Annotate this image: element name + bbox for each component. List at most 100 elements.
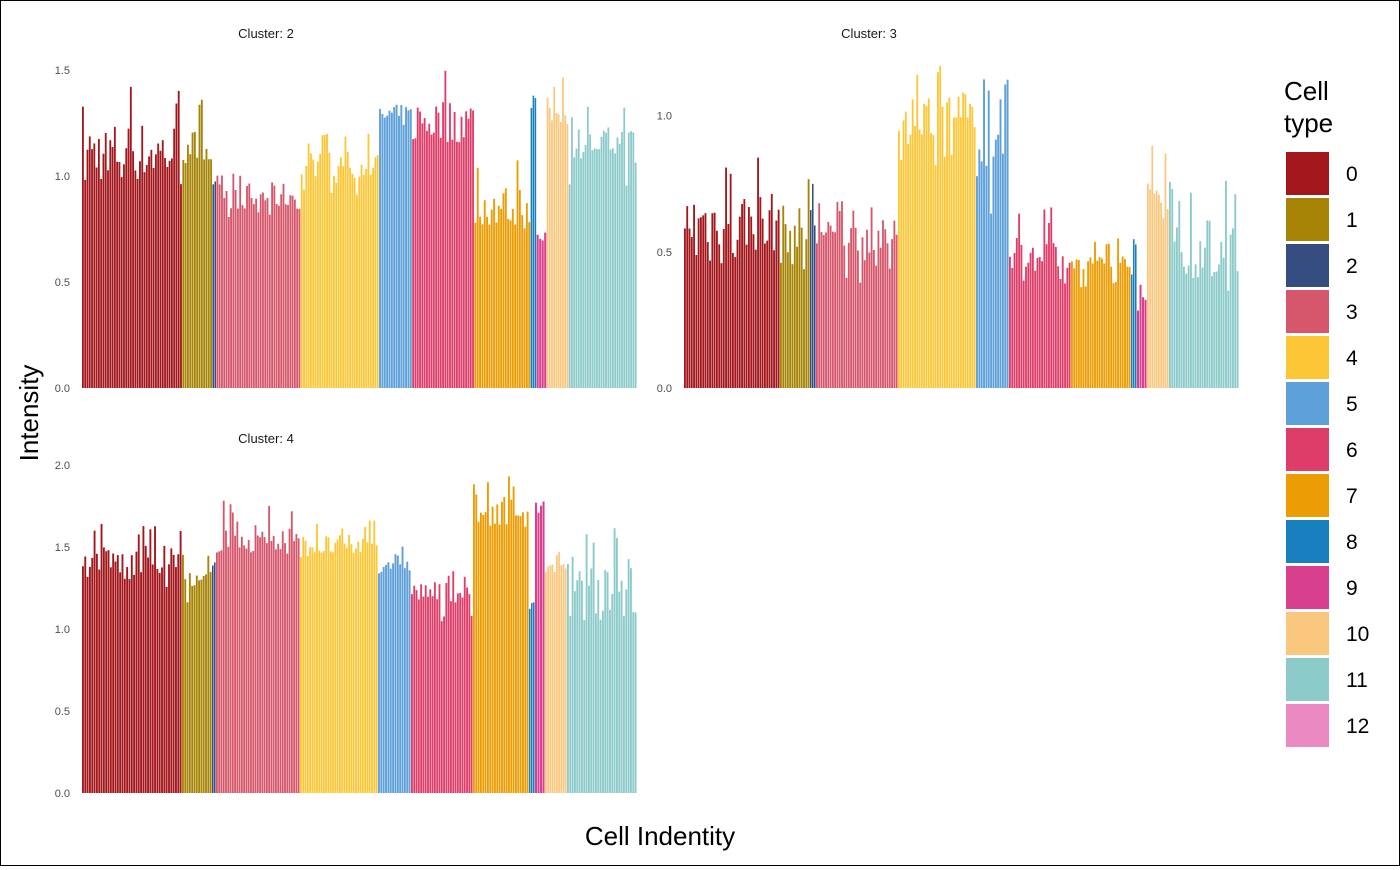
bar-cell-type-2 xyxy=(810,210,812,388)
bar-cell-type-11 xyxy=(618,143,621,388)
bar-cell-type-4 xyxy=(373,520,376,793)
bar-cell-type-3 xyxy=(250,198,253,388)
bar-cell-type-4 xyxy=(313,552,316,793)
legend-key-0 xyxy=(1286,152,1329,195)
bar-cell-type-5 xyxy=(387,562,390,793)
bar-cell-type-1 xyxy=(189,154,192,388)
bar-cell-type-7 xyxy=(1096,260,1099,388)
bar-cell-type-7 xyxy=(1128,267,1131,388)
bar-cell-type-6 xyxy=(1066,267,1069,388)
bar-cell-type-2 xyxy=(212,184,215,388)
bar-cell-type-10 xyxy=(556,555,558,793)
bar-cell-type-10 xyxy=(545,572,547,793)
bar-cell-type-0 xyxy=(695,254,698,388)
bar-cell-type-4 xyxy=(969,104,971,388)
bar-cell-type-0 xyxy=(702,215,705,388)
bar-cell-type-4 xyxy=(309,547,312,793)
bar-cell-type-9 xyxy=(1139,284,1142,388)
bar-cell-type-11 xyxy=(630,568,632,793)
bar-cell-type-4 xyxy=(898,130,900,389)
bar-cell-type-4 xyxy=(973,127,976,389)
bar-cell-type-10 xyxy=(564,568,567,793)
bar-cell-type-3 xyxy=(234,190,237,388)
bar-cell-type-6 xyxy=(447,575,450,793)
bar-cell-type-5 xyxy=(990,213,993,388)
bar-cell-type-3 xyxy=(248,183,251,388)
bar-cell-type-0 xyxy=(706,242,709,388)
bar-cell-type-6 xyxy=(429,589,432,793)
bar-cell-type-3 xyxy=(268,505,271,793)
bar-cell-type-3 xyxy=(854,227,857,388)
bar-cell-type-3 xyxy=(888,268,891,388)
bar-cell-type-11 xyxy=(623,616,625,793)
bar-cell-type-1 xyxy=(186,144,189,388)
bar-cell-type-6 xyxy=(455,141,458,388)
legend-key-2 xyxy=(1286,244,1329,287)
legend-label-11: 11 xyxy=(1346,669,1368,692)
bar-cell-type-6 xyxy=(1043,209,1046,388)
bar-cell-type-6 xyxy=(436,599,439,793)
bar-cell-type-6 xyxy=(450,601,452,793)
bar-cell-type-9 xyxy=(542,501,545,793)
bar-cell-type-0 xyxy=(147,557,149,793)
bar-cell-type-11 xyxy=(1183,266,1185,388)
bar-cell-type-6 xyxy=(463,576,466,793)
bar-cell-type-4 xyxy=(311,547,314,793)
bar-cell-type-7 xyxy=(516,160,519,388)
bar-cell-type-0 xyxy=(100,178,103,388)
bar-cell-type-3 xyxy=(250,552,252,793)
bar-cell-type-7 xyxy=(522,512,524,793)
bar-cell-type-11 xyxy=(1192,277,1195,388)
bar-cell-type-7 xyxy=(483,200,486,388)
bar-cell-type-4 xyxy=(939,65,942,388)
bar-cell-type-4 xyxy=(374,157,377,388)
bar-cell-type-11 xyxy=(1229,234,1232,388)
bar-cell-type-4 xyxy=(328,152,331,388)
bar-cell-type-11 xyxy=(567,564,569,793)
bar-cell-type-7 xyxy=(508,476,510,793)
bar-cell-type-3 xyxy=(264,200,267,388)
bar-cell-type-4 xyxy=(303,189,305,388)
bar-cell-type-3 xyxy=(231,512,234,793)
bar-cell-type-1 xyxy=(782,205,785,388)
bar-cell-type-4 xyxy=(349,167,351,388)
bar-cell-type-4 xyxy=(941,106,944,388)
y-tick-label: 0.5 xyxy=(55,706,70,718)
bar-cell-type-0 xyxy=(741,204,743,388)
bar-cell-type-10 xyxy=(1149,189,1151,388)
bar-cell-type-10 xyxy=(560,565,563,793)
bar-cell-type-3 xyxy=(227,546,230,793)
bar-cell-type-7 xyxy=(1110,266,1113,388)
bar-cell-type-10 xyxy=(547,566,549,793)
bar-cell-type-7 xyxy=(495,222,498,388)
bar-cell-type-7 xyxy=(1077,260,1080,388)
bar-cell-type-6 xyxy=(458,142,461,388)
bar-cell-type-1 xyxy=(205,148,208,388)
bar-cell-type-5 xyxy=(1001,153,1004,388)
bar-cell-type-10 xyxy=(1158,194,1160,388)
bar-cell-type-3 xyxy=(270,540,273,793)
y-tick-label: 1.5 xyxy=(55,65,70,77)
bar-cell-type-11 xyxy=(1206,220,1209,388)
bar-cell-type-0 xyxy=(727,224,730,388)
bar-cell-type-11 xyxy=(1169,182,1171,388)
bar-cell-type-6 xyxy=(1041,261,1043,388)
bar-cell-type-5 xyxy=(402,124,405,388)
bar-cell-type-5 xyxy=(999,99,1002,388)
bar-cell-type-5 xyxy=(386,115,389,389)
bar-cell-type-11 xyxy=(618,591,621,793)
bar-cell-type-11 xyxy=(596,149,598,388)
bar-cell-type-11 xyxy=(632,132,635,388)
bar-cell-type-1 xyxy=(796,246,799,388)
bar-cell-type-4 xyxy=(923,103,926,388)
bar-cell-type-4 xyxy=(971,106,974,388)
bar-cell-type-8 xyxy=(533,602,535,793)
bar-cell-type-3 xyxy=(861,237,864,388)
bar-cell-type-4 xyxy=(355,548,357,793)
bar-cell-type-6 xyxy=(451,139,454,388)
bar-cell-type-5 xyxy=(994,139,997,388)
bar-cell-type-6 xyxy=(1013,252,1016,388)
bar-cell-type-0 xyxy=(688,228,691,388)
bar-cell-type-6 xyxy=(1011,267,1014,388)
bar-cell-type-8 xyxy=(1135,244,1137,388)
